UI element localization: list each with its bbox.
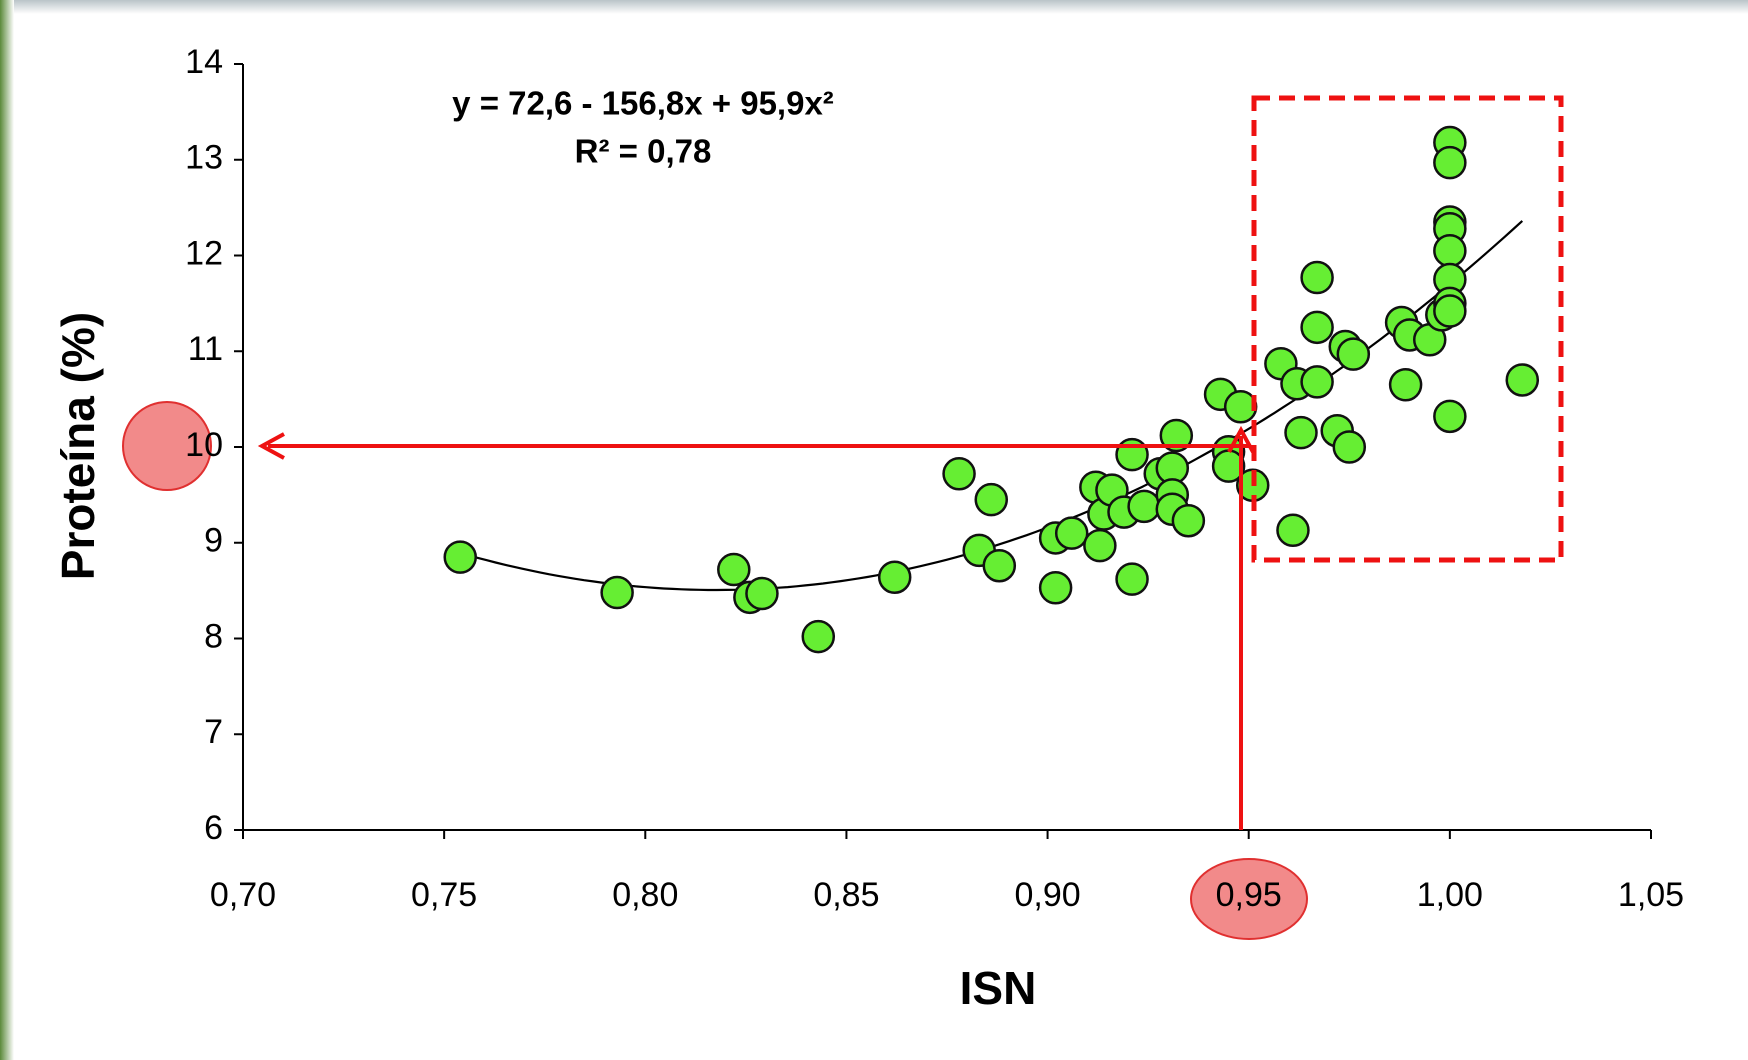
data-point: [1388, 368, 1423, 402]
r-squared: R² = 0,78: [575, 133, 712, 170]
data-point: [717, 552, 751, 587]
data-point: [1433, 294, 1467, 328]
data-point: [1433, 399, 1467, 434]
data-point: [1115, 437, 1149, 472]
plot: 6 7 8 9 10 11 12 13 14 0,70 0,75 0,80 0,85 0,90 0,95 1,…: [185, 43, 1684, 914]
y-tick-label: 14: [185, 43, 223, 81]
data-point: [1300, 260, 1334, 295]
x-axis-title: ISN: [960, 962, 1037, 1014]
data-point: [877, 560, 912, 594]
x-tick-label: 0,95: [1216, 876, 1282, 914]
x-tick-label: 1,00: [1417, 876, 1483, 914]
data-point: [443, 540, 477, 574]
data-point: [1332, 430, 1367, 464]
x-tick-label: 1,05: [1618, 876, 1684, 914]
data-point: [974, 482, 1009, 517]
data-point: [942, 457, 976, 491]
highlight-x: [1190, 858, 1308, 940]
data-point: [1433, 233, 1467, 268]
x-tick-label: 0,70: [210, 876, 276, 914]
x-tick-label: 0,75: [411, 876, 477, 914]
equation: y = 72,6 - 156,8x + 95,9x²: [452, 85, 834, 122]
y-tick-label: 7: [204, 713, 223, 751]
data-point: [1300, 365, 1334, 399]
data-point: [745, 576, 779, 611]
data-point: [1127, 489, 1161, 524]
data-point: [1276, 513, 1310, 548]
y-tick-label: 6: [204, 809, 223, 847]
y-tick-label: 9: [204, 522, 223, 560]
x-tick-label: 0,90: [1014, 876, 1080, 914]
y-tick-label: 12: [185, 234, 223, 272]
data-point: [1300, 310, 1334, 345]
data-point: [1433, 145, 1467, 180]
highlight-y: [122, 401, 212, 491]
arrowhead-left: [257, 432, 285, 460]
data-point: [1159, 418, 1194, 453]
data-point: [1054, 516, 1089, 550]
x-tick-label: 0,85: [813, 876, 879, 914]
y-tick-label: 10: [185, 426, 223, 464]
data-point: [1038, 571, 1073, 605]
x-tick-label: 0,80: [612, 876, 678, 914]
left-edge: [0, 0, 14, 1060]
data-point: [1083, 528, 1117, 563]
top-edge: [0, 0, 1748, 14]
arrowhead-up: [1227, 425, 1255, 453]
data-point: [1336, 337, 1371, 371]
y-axis-title: Proteína (%): [52, 312, 104, 580]
data-point: [1284, 415, 1318, 450]
data-point: [600, 575, 634, 610]
y-tick-label: 8: [204, 617, 223, 655]
y-tick-label: 13: [185, 139, 223, 177]
data-point: [982, 548, 1017, 583]
data-point: [801, 619, 836, 654]
data-point: [1505, 363, 1540, 397]
annotations: [257, 95, 1564, 830]
data-point: [1115, 562, 1149, 596]
highlight-box: [1251, 95, 1564, 563]
data-point: [1171, 503, 1206, 538]
y-tick-label: 11: [188, 330, 223, 368]
